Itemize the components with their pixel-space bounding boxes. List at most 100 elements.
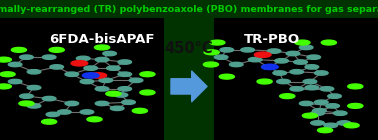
Circle shape [299, 101, 313, 106]
Circle shape [132, 108, 147, 113]
Circle shape [76, 56, 90, 61]
Circle shape [50, 65, 64, 69]
Circle shape [0, 84, 11, 89]
Circle shape [122, 100, 135, 104]
Circle shape [344, 123, 359, 128]
Circle shape [103, 51, 116, 56]
Circle shape [57, 110, 71, 114]
Circle shape [280, 94, 295, 99]
Circle shape [337, 121, 351, 125]
Circle shape [257, 79, 272, 84]
Circle shape [107, 66, 120, 70]
Circle shape [273, 71, 287, 75]
Circle shape [229, 62, 243, 67]
Circle shape [20, 55, 33, 59]
Circle shape [311, 121, 324, 125]
Circle shape [314, 71, 328, 75]
Circle shape [295, 40, 310, 45]
Circle shape [140, 90, 155, 95]
Circle shape [248, 57, 262, 62]
Circle shape [305, 65, 319, 69]
Circle shape [27, 70, 41, 74]
Circle shape [65, 72, 79, 76]
Circle shape [95, 87, 109, 91]
Circle shape [0, 57, 11, 62]
Circle shape [46, 112, 60, 117]
Circle shape [65, 101, 79, 106]
Circle shape [110, 106, 124, 110]
Circle shape [140, 72, 155, 77]
Circle shape [95, 57, 109, 62]
Circle shape [307, 55, 321, 59]
Circle shape [8, 79, 22, 84]
Circle shape [275, 59, 288, 63]
Circle shape [333, 111, 347, 115]
Circle shape [214, 55, 228, 59]
Circle shape [71, 61, 88, 66]
Circle shape [118, 60, 132, 64]
Circle shape [311, 111, 324, 115]
Text: Thermally-rearranged (TR) polybenzoaxole (PBO) membranes for gas separation: Thermally-rearranged (TR) polybenzoaxole… [0, 5, 378, 14]
Circle shape [320, 87, 334, 91]
Circle shape [324, 123, 338, 128]
Bar [214, 18, 378, 140]
Circle shape [204, 50, 219, 55]
Circle shape [290, 87, 304, 91]
Circle shape [90, 73, 107, 78]
Circle shape [99, 78, 113, 82]
Circle shape [348, 84, 363, 89]
Circle shape [95, 101, 109, 106]
Circle shape [210, 40, 225, 45]
Circle shape [241, 48, 254, 52]
Circle shape [94, 45, 110, 50]
Circle shape [80, 110, 94, 114]
Circle shape [84, 66, 98, 70]
Circle shape [321, 40, 336, 45]
Circle shape [262, 65, 275, 69]
Circle shape [42, 96, 56, 101]
Circle shape [318, 128, 333, 133]
Circle shape [267, 49, 281, 53]
Circle shape [277, 79, 290, 84]
Circle shape [20, 94, 33, 98]
Circle shape [203, 62, 218, 67]
Circle shape [27, 104, 41, 108]
Circle shape [313, 109, 326, 113]
Circle shape [286, 51, 300, 56]
Circle shape [42, 119, 57, 124]
Circle shape [302, 113, 318, 118]
Circle shape [19, 101, 34, 106]
Text: TR-PBO: TR-PBO [244, 33, 300, 46]
Circle shape [118, 72, 132, 76]
Circle shape [328, 94, 341, 98]
Circle shape [87, 117, 102, 122]
Circle shape [106, 91, 121, 96]
Circle shape [299, 45, 313, 50]
Circle shape [42, 55, 56, 59]
Circle shape [82, 73, 99, 78]
Circle shape [219, 74, 234, 79]
Circle shape [220, 48, 234, 52]
Circle shape [80, 79, 94, 84]
Circle shape [8, 62, 22, 67]
Circle shape [348, 103, 363, 108]
Bar [0, 18, 164, 140]
Text: 6FDA-bisAPAF: 6FDA-bisAPAF [49, 33, 155, 46]
Circle shape [129, 78, 143, 82]
FancyArrowPatch shape [171, 71, 207, 102]
Circle shape [314, 100, 328, 104]
Circle shape [290, 70, 304, 74]
Circle shape [262, 64, 278, 70]
Circle shape [254, 52, 271, 57]
Circle shape [27, 85, 41, 90]
Circle shape [294, 60, 307, 64]
Circle shape [114, 93, 128, 97]
Text: 450°C: 450°C [165, 41, 213, 56]
Circle shape [11, 47, 26, 52]
Circle shape [118, 87, 132, 91]
Circle shape [0, 72, 15, 77]
Circle shape [303, 79, 317, 84]
Circle shape [305, 85, 319, 90]
Circle shape [326, 104, 339, 108]
Circle shape [49, 47, 64, 52]
